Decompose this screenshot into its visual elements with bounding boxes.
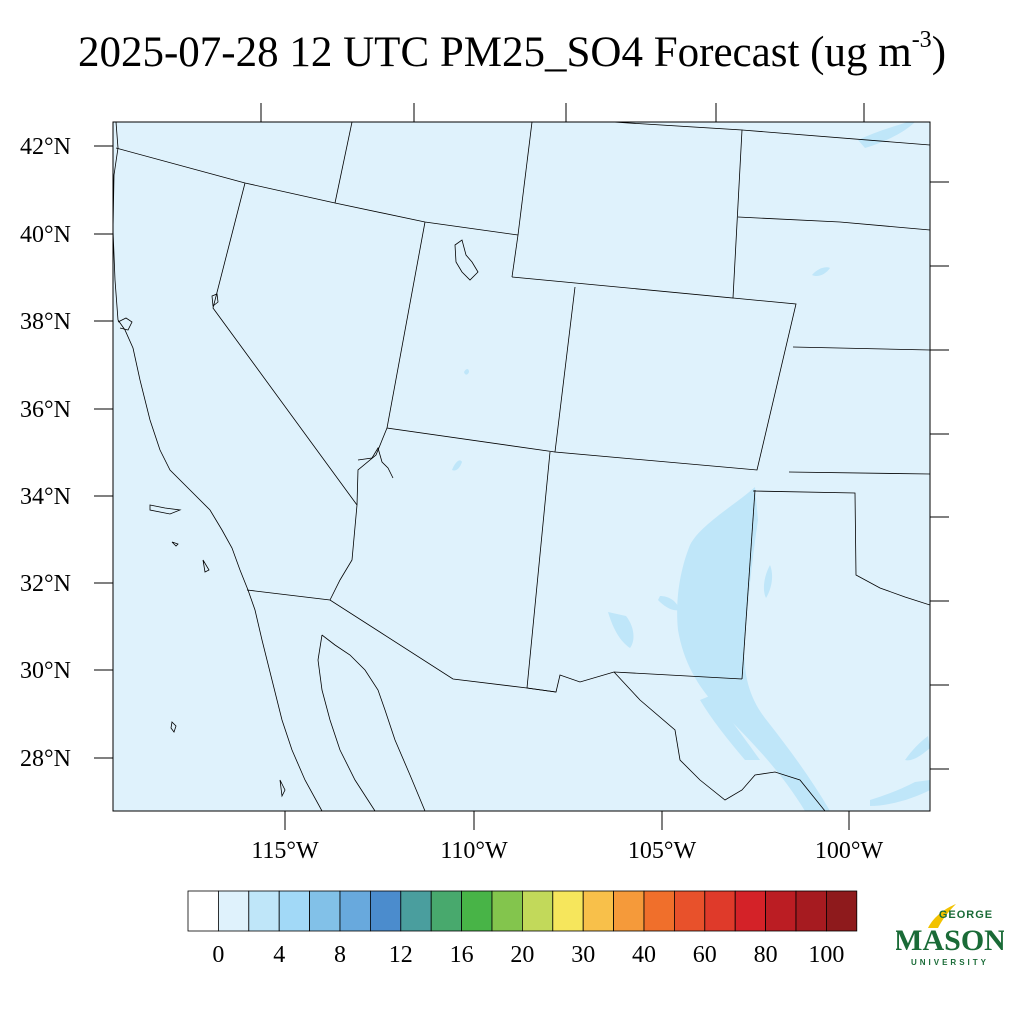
concentration-field (113, 122, 930, 811)
colorbar-swatch (522, 890, 554, 932)
lat-label: 32°N (20, 571, 71, 597)
colorbar-swatch (400, 890, 432, 932)
gmu-logo-mark: GEORGE MASON UNIVERSITY (894, 904, 1006, 967)
colorbar-label: 20 (510, 942, 534, 968)
colorbar-swatch (430, 890, 463, 932)
colorbar-swatch (278, 890, 311, 932)
colorbar-swatch (217, 890, 250, 932)
lat-label: 40°N (20, 222, 71, 248)
plot-frame (112, 121, 931, 812)
colorbar-label: 100 (808, 942, 844, 968)
colorbar-label: 60 (693, 942, 717, 968)
lon-label: 100°W (815, 838, 884, 864)
map-title: 2025-07-28 12 UTC PM25_SO4 Forecast (ug … (77, 26, 947, 76)
lon-label: 110°W (440, 838, 508, 864)
lat-label: 30°N (20, 658, 71, 684)
lon-label: 105°W (628, 838, 697, 864)
colorbar-swatch (704, 890, 736, 932)
colorbar-swatch (826, 890, 858, 932)
colorbar-label: 40 (632, 942, 656, 968)
lon-ticks-bottom (284, 811, 850, 830)
colorbar-swatch (187, 890, 219, 932)
logo-university: UNIVERSITY (911, 958, 989, 967)
lat-label: 36°N (20, 397, 71, 423)
colorbar-label: 16 (450, 942, 474, 968)
boundary-lines (113, 122, 930, 811)
colorbar-swatch (309, 890, 341, 932)
colorbar-label: 0 (212, 942, 224, 968)
colorbar-swatch (369, 890, 402, 932)
colorbar-swatch (643, 890, 675, 932)
colorbar: 0 4 8 12 16 20 30 40 60 80 100 (187, 890, 858, 968)
lat-label: 34°N (20, 484, 71, 510)
lon-label: 115°W (251, 838, 319, 864)
logo-mason: MASON (896, 924, 1004, 957)
colorbar-label: 30 (571, 942, 595, 968)
colorbar-swatch (613, 890, 645, 932)
colorbar-swatch (765, 890, 797, 932)
plume-region (452, 122, 930, 811)
lat-ticks-right (930, 181, 949, 770)
colorbar-swatch (461, 890, 493, 932)
lat-label: 42°N (20, 134, 71, 160)
colorbar-label: 80 (754, 942, 778, 968)
colorbar-swatch (674, 890, 706, 932)
colorbar-label: 8 (334, 942, 346, 968)
lat-ticks-left (94, 145, 113, 759)
lon-ticks-top (260, 103, 865, 122)
colorbar-swatch (248, 890, 280, 932)
lat-label: 28°N (20, 746, 71, 772)
gmu-logo: GEORGE MASON UNIVERSITY (894, 902, 1006, 968)
colorbar-label: 4 (273, 942, 285, 968)
logo-george: GEORGE (939, 909, 993, 921)
colorbar-swatch (339, 890, 371, 932)
logo-swoosh (928, 904, 956, 928)
colorbar-label: 12 (389, 942, 413, 968)
lat-label: 38°N (20, 309, 71, 335)
colorbar-swatch (795, 890, 827, 932)
colorbar-swatch (491, 890, 523, 932)
colorbar-swatch (582, 890, 615, 932)
colorbar-swatch (552, 890, 584, 932)
colorbar-swatch (734, 890, 767, 932)
